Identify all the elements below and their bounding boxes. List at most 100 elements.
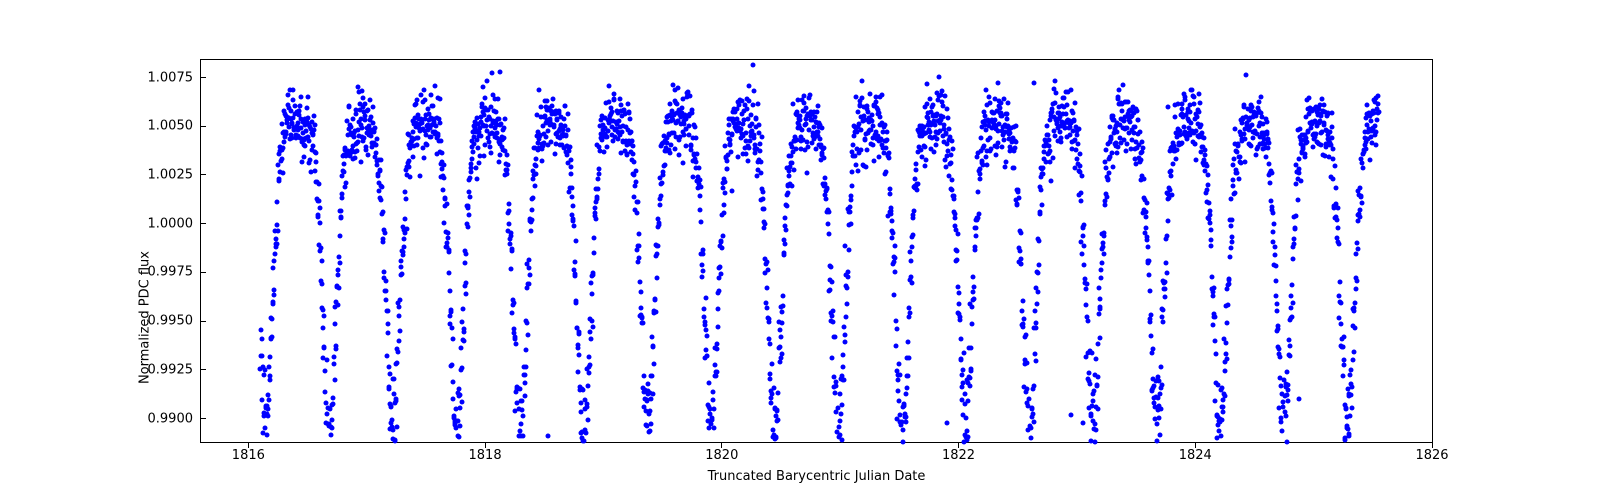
data-point bbox=[544, 134, 549, 139]
data-point bbox=[1166, 104, 1171, 109]
data-point bbox=[1270, 211, 1275, 216]
data-point bbox=[759, 170, 764, 175]
data-point bbox=[585, 405, 590, 410]
data-point bbox=[1195, 115, 1200, 120]
data-point bbox=[569, 165, 574, 170]
data-point bbox=[331, 354, 336, 359]
data-point bbox=[829, 264, 834, 269]
data-point bbox=[605, 145, 610, 150]
data-point bbox=[780, 321, 785, 326]
data-point bbox=[640, 320, 645, 325]
data-point bbox=[1096, 312, 1101, 317]
data-point bbox=[488, 145, 493, 150]
data-point bbox=[707, 381, 712, 386]
data-point bbox=[1041, 172, 1046, 177]
data-point bbox=[717, 289, 722, 294]
data-point bbox=[1219, 433, 1224, 438]
data-point bbox=[783, 228, 788, 233]
data-point bbox=[760, 197, 765, 202]
data-point bbox=[1095, 382, 1100, 387]
data-point bbox=[887, 156, 892, 161]
data-point bbox=[436, 131, 441, 136]
data-point bbox=[1220, 404, 1225, 409]
data-point bbox=[739, 126, 744, 131]
data-point bbox=[1173, 114, 1178, 119]
data-point bbox=[308, 158, 313, 163]
data-point bbox=[1071, 119, 1076, 124]
data-point bbox=[1045, 123, 1050, 128]
ytick-label: 1.0025 bbox=[148, 167, 202, 182]
data-point bbox=[1345, 426, 1350, 431]
data-point bbox=[842, 325, 847, 330]
data-point bbox=[1088, 412, 1093, 417]
data-point bbox=[655, 243, 660, 248]
data-point bbox=[465, 224, 470, 229]
data-point bbox=[1219, 386, 1224, 391]
data-point bbox=[1350, 406, 1355, 411]
data-point bbox=[1104, 147, 1109, 152]
data-point bbox=[331, 395, 336, 400]
data-point bbox=[407, 174, 412, 179]
data-point bbox=[324, 358, 329, 363]
data-point bbox=[379, 158, 384, 163]
data-point bbox=[1341, 357, 1346, 362]
data-point bbox=[564, 134, 569, 139]
data-point bbox=[709, 415, 714, 420]
data-point bbox=[799, 128, 804, 133]
data-point bbox=[848, 222, 853, 227]
data-point bbox=[747, 145, 752, 150]
data-point bbox=[633, 179, 638, 184]
data-point bbox=[1322, 103, 1327, 108]
data-point bbox=[458, 345, 463, 350]
data-point bbox=[537, 88, 542, 93]
data-point bbox=[1212, 314, 1217, 319]
data-point bbox=[928, 130, 933, 135]
data-point bbox=[1173, 157, 1178, 162]
data-point bbox=[1270, 205, 1275, 210]
data-point bbox=[978, 177, 983, 182]
data-point bbox=[1158, 407, 1163, 412]
data-point bbox=[721, 211, 726, 216]
data-point bbox=[456, 434, 461, 439]
data-point bbox=[317, 205, 322, 210]
data-point bbox=[332, 321, 337, 326]
ytick-label: 0.9900 bbox=[148, 411, 202, 426]
data-point bbox=[573, 259, 578, 264]
data-point bbox=[1110, 164, 1115, 169]
data-point bbox=[719, 271, 724, 276]
data-point bbox=[821, 155, 826, 160]
data-point bbox=[778, 344, 783, 349]
data-point bbox=[960, 368, 965, 373]
data-point bbox=[303, 129, 308, 134]
data-point bbox=[584, 431, 589, 436]
data-point bbox=[654, 276, 659, 281]
data-point bbox=[1224, 341, 1229, 346]
data-point bbox=[502, 117, 507, 122]
data-point bbox=[1146, 245, 1151, 250]
data-point bbox=[316, 213, 321, 218]
data-point bbox=[450, 337, 455, 342]
data-point bbox=[1286, 382, 1291, 387]
data-point bbox=[842, 333, 847, 338]
data-point bbox=[892, 244, 897, 249]
data-point bbox=[1029, 435, 1034, 440]
data-point bbox=[775, 391, 780, 396]
data-point bbox=[1050, 156, 1055, 161]
data-point bbox=[305, 94, 310, 99]
data-point bbox=[1243, 159, 1248, 164]
data-point bbox=[969, 367, 974, 372]
data-point bbox=[1106, 170, 1111, 175]
data-point bbox=[695, 152, 700, 157]
data-point bbox=[844, 302, 849, 307]
data-point bbox=[776, 418, 781, 423]
data-point bbox=[893, 319, 898, 324]
data-point bbox=[1331, 157, 1336, 162]
data-point bbox=[268, 354, 273, 359]
data-point bbox=[1033, 352, 1038, 357]
data-point bbox=[1344, 405, 1349, 410]
data-point bbox=[520, 413, 525, 418]
data-point bbox=[763, 222, 768, 227]
data-point bbox=[322, 368, 327, 373]
data-point bbox=[401, 244, 406, 249]
data-point bbox=[607, 83, 612, 88]
